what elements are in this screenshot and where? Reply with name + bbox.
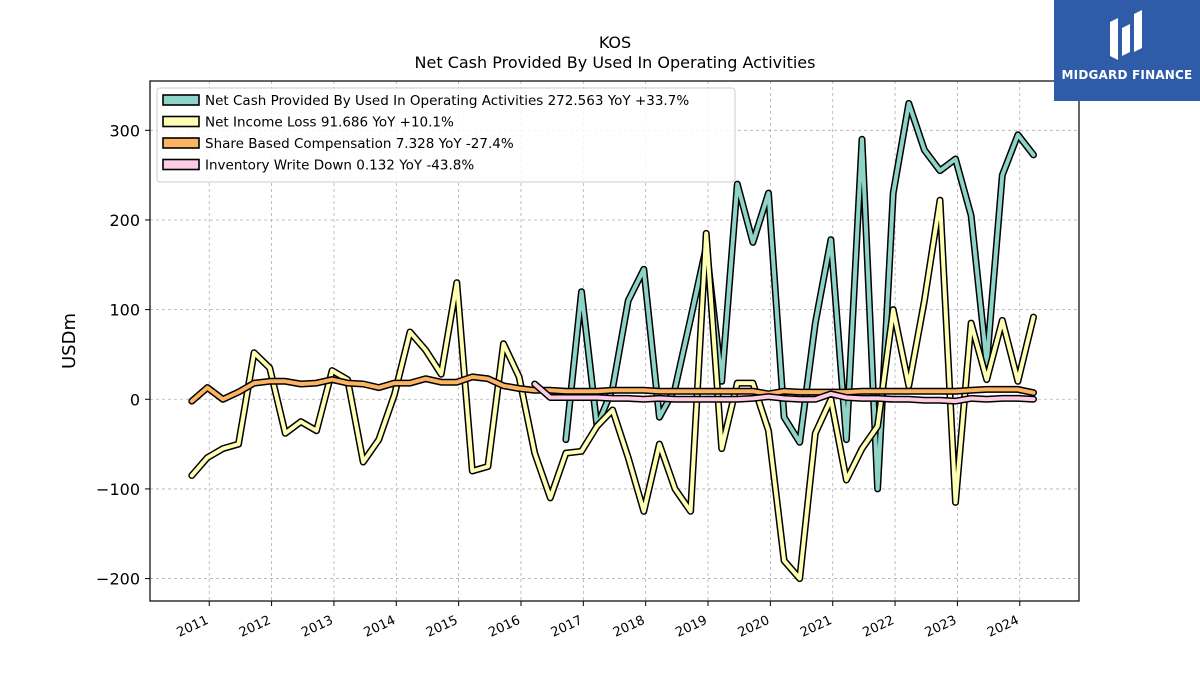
- x-tick-label: 2011: [175, 613, 211, 641]
- legend-swatch: [162, 158, 200, 171]
- x-tick-label: 2015: [424, 613, 460, 641]
- legend-swatch: [162, 137, 200, 149]
- chart-subtitle: Net Cash Provided By Used In Operating A…: [415, 53, 816, 72]
- chart-title: KOS: [599, 33, 631, 52]
- y-tick-label: −200: [96, 570, 140, 589]
- x-tick-label: 2020: [736, 613, 772, 641]
- y-tick-label: 100: [109, 301, 140, 320]
- y-axis-label: USDm: [59, 313, 80, 369]
- series-line-1: [189, 198, 1036, 581]
- x-tick-label: 2014: [362, 613, 398, 641]
- series-line-0: [563, 101, 1036, 491]
- legend-label: Net Income Loss 91.686 YoY +10.1%: [205, 115, 454, 131]
- legend-label: Net Cash Provided By Used In Operating A…: [205, 93, 689, 109]
- y-tick-label: −100: [96, 480, 140, 499]
- x-tick-label: 2017: [549, 613, 585, 641]
- y-tick-label: 200: [109, 211, 140, 230]
- x-tick-label: 2019: [673, 613, 709, 641]
- legend-label: Inventory Write Down 0.132 YoY -43.8%: [205, 158, 474, 174]
- plot-frame: [149, 80, 1080, 602]
- x-tick-label: 2024: [985, 613, 1021, 641]
- legend-label: Share Based Compensation 7.328 YoY -27.4…: [205, 136, 514, 152]
- x-tick-label: 2016: [486, 613, 522, 641]
- series-layer: [188, 99, 1037, 583]
- x-tick-label: 2023: [923, 613, 959, 641]
- legend: Net Cash Provided By Used In Operating A…: [156, 87, 736, 183]
- series-line-2: [189, 374, 1036, 404]
- logo-mark-icon: [1110, 10, 1142, 60]
- x-tick-label: 2018: [611, 613, 647, 641]
- y-tick-label: 0: [130, 390, 140, 409]
- legend-swatch: [162, 115, 200, 128]
- y-tick-label: 300: [109, 121, 140, 140]
- legend-box: [156, 87, 736, 183]
- x-tick-label: 2022: [860, 613, 896, 641]
- x-tick-label: 2012: [237, 613, 273, 641]
- midgard-finance-logo: MIDGARD FINANCE: [1054, 0, 1200, 101]
- legend-swatch: [162, 94, 200, 106]
- series-line-3: [532, 382, 1036, 404]
- logo-text: MIDGARD FINANCE: [1061, 68, 1193, 82]
- x-tick-label: 2021: [798, 613, 834, 641]
- x-tick-label: 2013: [299, 613, 335, 641]
